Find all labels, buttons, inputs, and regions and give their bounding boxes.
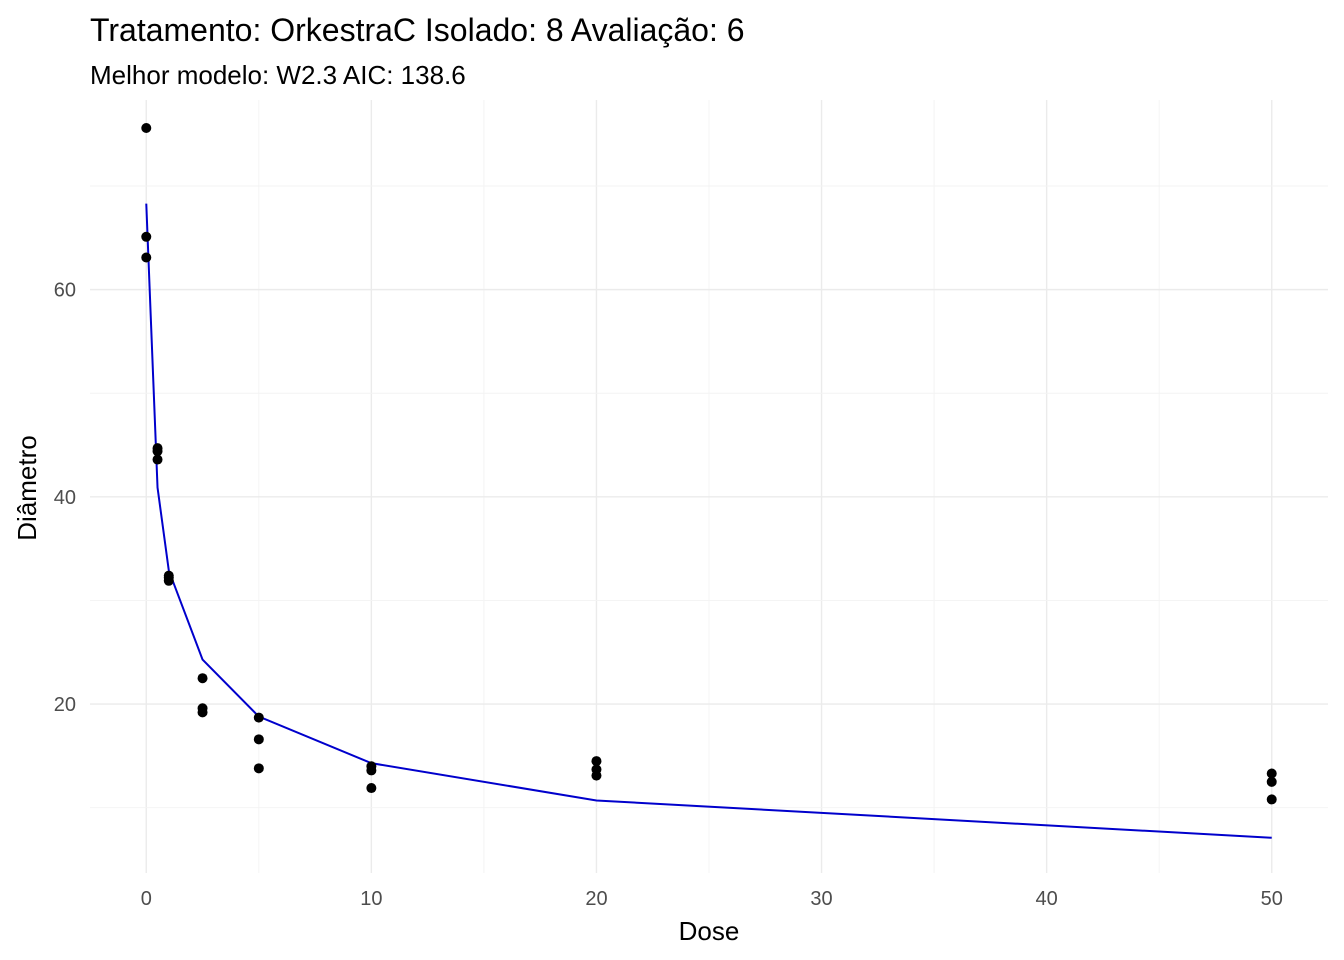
data-point — [197, 673, 208, 684]
data-point — [152, 454, 163, 465]
x-tick-label: 10 — [360, 888, 382, 910]
data-point — [152, 446, 163, 457]
data-point — [1266, 776, 1277, 787]
data-point — [197, 707, 208, 718]
y-tick-label: 40 — [54, 487, 76, 509]
chart-title: Tratamento: OrkestraC Isolado: 8 Avaliaç… — [90, 12, 745, 48]
data-point — [253, 763, 264, 774]
data-point — [141, 122, 152, 133]
chart-subtitle: Melhor modelo: W2.3 AIC: 138.6 — [90, 60, 466, 90]
y-tick-label: 60 — [54, 280, 76, 302]
x-axis-title: Dose — [679, 916, 740, 946]
x-tick-label: 50 — [1261, 888, 1283, 910]
y-axis-title: Diâmetro — [12, 435, 42, 540]
x-tick-label: 0 — [141, 888, 152, 910]
x-tick-label: 30 — [810, 888, 832, 910]
x-tick-label: 40 — [1036, 888, 1058, 910]
data-point — [366, 765, 377, 776]
y-tick-label: 20 — [54, 694, 76, 716]
data-point — [163, 575, 174, 586]
data-point — [141, 252, 152, 263]
data-point — [253, 712, 264, 723]
fit-line — [145, 203, 1272, 839]
data-point — [591, 770, 602, 781]
data-point — [253, 734, 264, 745]
x-tick-label: 20 — [585, 888, 607, 910]
data-point — [1266, 794, 1277, 805]
data-point — [141, 231, 152, 242]
tick-labels: 0 10 20 30 40 50 20 40 60 — [54, 280, 1283, 910]
data-point — [591, 756, 602, 767]
data-point — [366, 783, 377, 794]
grid — [90, 100, 1328, 873]
data-points — [141, 122, 1277, 805]
data-point — [1266, 768, 1277, 779]
